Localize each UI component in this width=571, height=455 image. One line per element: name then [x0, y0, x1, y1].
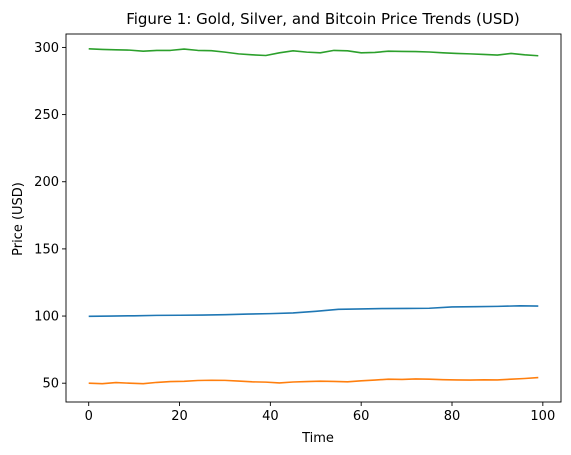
x-tick-label: 40 — [262, 409, 279, 424]
chart-title: Figure 1: Gold, Silver, and Bitcoin Pric… — [126, 10, 520, 28]
series-line-3 — [88, 47, 539, 57]
y-tick-label: 150 — [34, 242, 59, 257]
series-line-2 — [88, 376, 539, 385]
x-tick-label: 0 — [85, 409, 93, 424]
plot-area — [66, 34, 561, 402]
y-tick-label: 100 — [34, 310, 59, 325]
y-tick-label: 300 — [34, 41, 59, 56]
x-tick-label: 80 — [444, 409, 461, 424]
y-tick-label: 50 — [42, 377, 59, 392]
y-tick-label: 250 — [34, 108, 59, 123]
x-tick-label: 60 — [353, 409, 370, 424]
x-tick-label: 20 — [171, 409, 188, 424]
x-tick-label: 100 — [530, 409, 555, 424]
y-axis-label: Price (USD) — [11, 182, 26, 256]
plot-background — [66, 34, 561, 402]
axes-layer: 0 20 40 60 80 100 50 100 150 200 250 300 — [34, 33, 562, 424]
y-tick-label: 200 — [34, 175, 59, 190]
series-layer — [88, 47, 539, 385]
axes-frame — [65, 33, 562, 403]
series-line-1 — [88, 305, 539, 318]
x-axis-label: Time — [301, 431, 334, 446]
